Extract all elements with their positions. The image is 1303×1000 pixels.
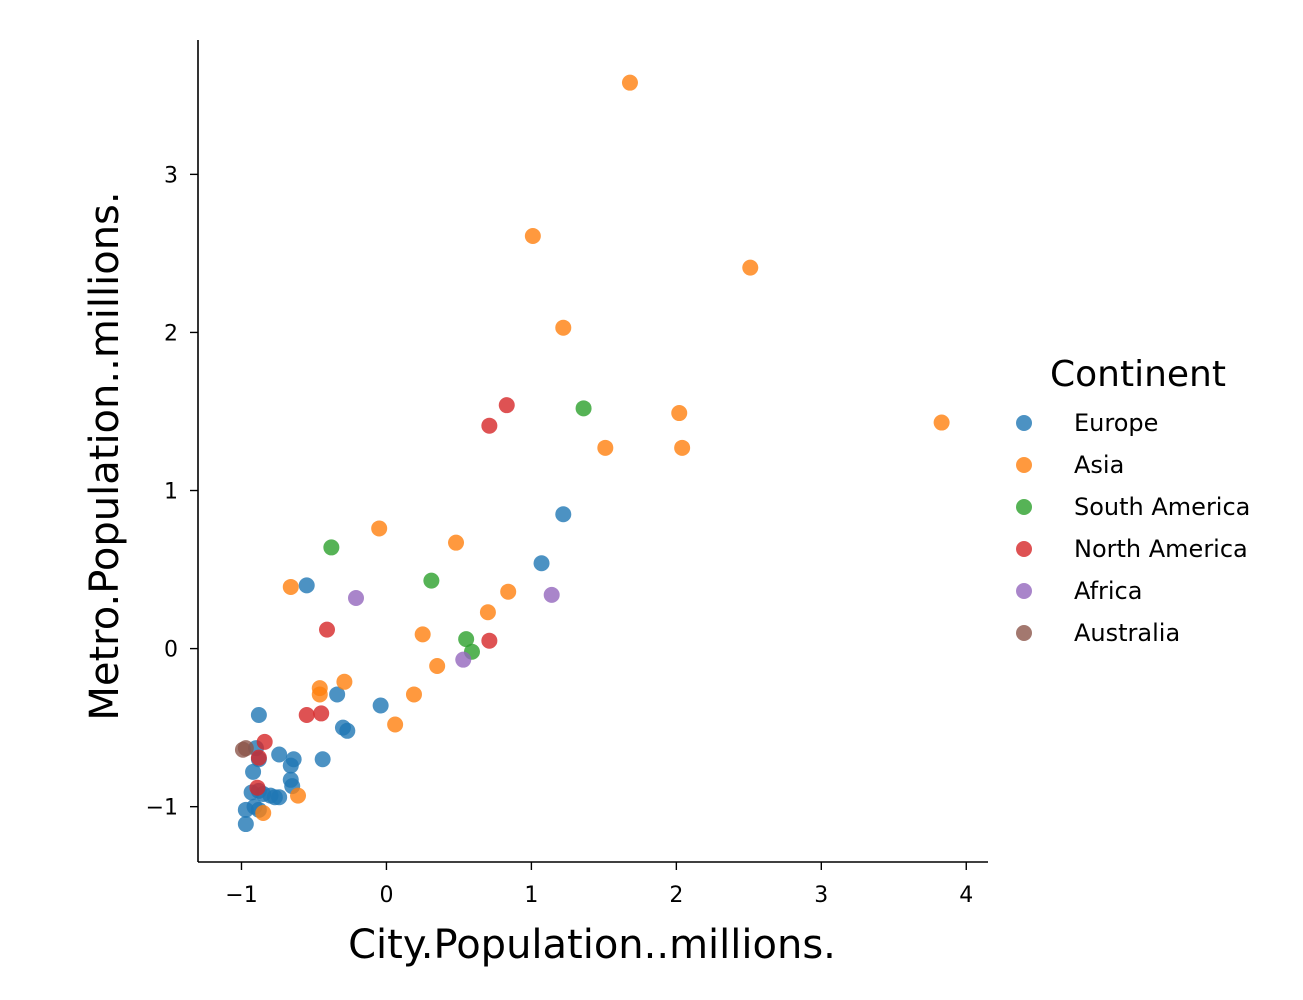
- legend-marker-australia: [1016, 625, 1032, 641]
- y-tick-label: 3: [164, 163, 178, 188]
- point-asia: [311, 686, 328, 703]
- point-north-america: [319, 621, 336, 638]
- point-europe: [329, 686, 346, 703]
- point-north-america: [481, 632, 498, 649]
- point-asia: [387, 716, 404, 733]
- point-asia: [671, 405, 688, 422]
- y-ticks: −1 0 1 2 3: [146, 163, 198, 821]
- point-asia: [597, 439, 614, 456]
- point-europe: [339, 722, 356, 739]
- point-asia: [429, 657, 446, 674]
- point-europe: [271, 746, 288, 763]
- point-asia: [524, 228, 541, 245]
- legend-label-europe: Europe: [1074, 409, 1158, 437]
- x-tick-label: −1: [225, 883, 257, 908]
- point-south-america: [575, 400, 592, 417]
- legend-label-asia: Asia: [1074, 451, 1124, 479]
- point-asia: [282, 578, 299, 595]
- point-asia: [448, 534, 465, 551]
- legend-label-africa: Africa: [1074, 577, 1142, 605]
- y-tick-label: 2: [164, 321, 178, 346]
- legend-title: Continent: [1050, 354, 1226, 395]
- point-asia: [742, 259, 759, 276]
- point-north-america: [498, 397, 515, 414]
- point-europe: [533, 555, 550, 572]
- point-asia: [933, 414, 950, 431]
- point-europe: [372, 697, 389, 714]
- y-tick-label: 1: [164, 480, 178, 505]
- legend-items: Europe Asia South America North America Afri…: [1016, 409, 1250, 647]
- y-tick-label: −1: [146, 796, 178, 821]
- point-north-america: [298, 706, 315, 723]
- point-south-america: [423, 572, 440, 589]
- point-asia: [336, 673, 353, 690]
- legend-marker-south-america: [1016, 499, 1032, 515]
- point-europe: [314, 751, 331, 768]
- point-asia: [290, 787, 307, 804]
- point-north-america: [313, 705, 330, 722]
- legend: Continent Europe Asia South America North A…: [1016, 354, 1250, 647]
- legend-marker-asia: [1016, 457, 1032, 473]
- point-asia: [500, 583, 517, 600]
- x-tick-label: 0: [379, 883, 393, 908]
- point-europe: [555, 506, 572, 523]
- point-south-america: [323, 539, 340, 556]
- point-africa: [543, 586, 560, 603]
- point-australia: [237, 740, 254, 757]
- point-africa: [455, 651, 472, 668]
- x-axis-title: City.Population..millions.: [348, 922, 836, 968]
- point-north-america: [481, 417, 498, 434]
- point-asia: [555, 319, 572, 336]
- legend-marker-north-america: [1016, 541, 1032, 557]
- x-tick-label: 2: [669, 883, 683, 908]
- y-tick-label: 0: [164, 638, 178, 663]
- point-north-america: [256, 733, 273, 750]
- legend-label-south-america: South America: [1074, 493, 1250, 521]
- point-north-america: [249, 779, 266, 796]
- point-europe: [271, 789, 288, 806]
- point-europe: [250, 706, 267, 723]
- point-north-america: [250, 749, 267, 766]
- legend-label-north-america: North America: [1074, 535, 1248, 563]
- x-tick-label: 1: [524, 883, 538, 908]
- point-asia: [405, 686, 422, 703]
- point-europe: [298, 577, 315, 594]
- point-asia: [621, 74, 638, 91]
- y-axis-title: Metro.Population..millions.: [82, 191, 128, 720]
- point-africa: [348, 590, 364, 607]
- point-asia: [371, 520, 388, 537]
- points-layer: [234, 74, 950, 833]
- point-europe: [237, 816, 254, 833]
- legend-marker-africa: [1016, 583, 1032, 599]
- point-asia: [674, 439, 691, 456]
- point-south-america: [458, 631, 475, 648]
- point-europe: [282, 757, 299, 774]
- point-asia: [479, 604, 496, 621]
- legend-label-australia: Australia: [1074, 619, 1180, 647]
- point-asia: [255, 804, 272, 821]
- point-asia: [414, 626, 431, 643]
- x-ticks: −1 0 1 2 3 4: [225, 862, 973, 908]
- x-tick-label: 3: [814, 883, 828, 908]
- point-europe: [245, 763, 262, 780]
- x-tick-label: 4: [959, 883, 973, 908]
- legend-marker-europe: [1016, 415, 1032, 431]
